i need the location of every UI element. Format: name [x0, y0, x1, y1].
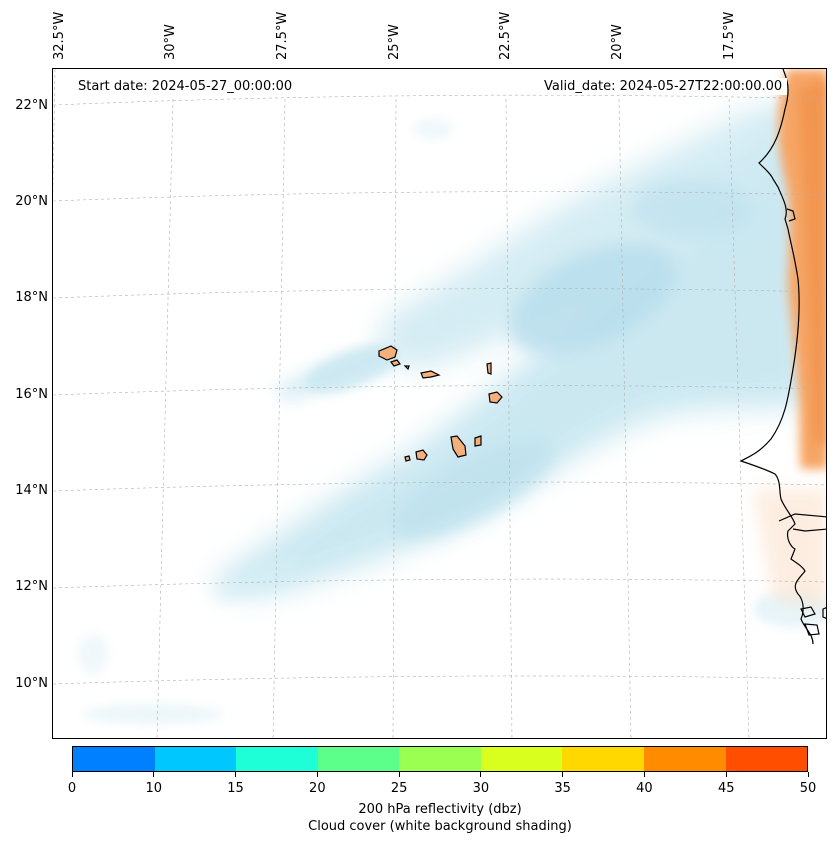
colorbar-tick-mark — [71, 772, 73, 777]
cloud-patch-3 — [305, 344, 401, 394]
colorbar-tick-label: 40 — [636, 781, 653, 796]
island-sao-nicolau — [420, 370, 441, 379]
cloud-patch-1 — [392, 439, 554, 539]
start-date-label: Start date: 2024-05-27_00:00:00 — [73, 78, 298, 95]
lat-label-10n: 10°N — [15, 676, 48, 691]
grid-lon-20w — [618, 98, 632, 738]
upper-cloud-band — [380, 99, 793, 369]
grid-lon-25w — [392, 98, 397, 738]
colorbar-tick-mark — [807, 772, 809, 777]
colorbar-tick-mark — [562, 772, 564, 777]
land-reflectivity-shading — [753, 69, 826, 609]
lat-label-22n: 22°N — [15, 98, 48, 113]
island-santo-antao — [378, 345, 398, 361]
colorbar-tick-label: 15 — [227, 781, 244, 796]
colorbar-segment — [317, 747, 400, 771]
colorbar-segment — [154, 747, 237, 771]
colorbar-tick-label: 0 — [67, 781, 77, 796]
colorbar-tick-mark — [480, 772, 482, 777]
grid-lon-30w — [156, 98, 174, 738]
colorbar-segment — [643, 747, 726, 771]
lon-label-20w: 20°W — [610, 24, 625, 60]
colorbar-tick-label: 45 — [717, 781, 735, 796]
graticule — [53, 69, 826, 738]
grid-lat-22n — [53, 94, 826, 106]
grid-lat-20n — [53, 191, 826, 202]
grid-lat-12n — [53, 578, 826, 589]
colorbar-tick-mark — [643, 772, 645, 777]
lon-label-25w: 25°W — [387, 24, 402, 60]
colorbar-tick-mark — [153, 772, 155, 777]
main-cloud-band — [213, 109, 813, 596]
colorbar-segment — [236, 747, 318, 771]
colorbar-tick-label: 35 — [554, 781, 571, 796]
lat-label-12n: 12°N — [15, 579, 48, 594]
lon-label-32-5w: 32.5°W — [52, 11, 67, 60]
grid-lat-14n — [53, 481, 826, 492]
cloud-patch-7 — [78, 634, 108, 674]
coast-north-indent — [786, 208, 796, 222]
lon-label-30w: 30°W — [163, 24, 178, 60]
grid-lat-10n — [53, 675, 826, 685]
colorbar-segment — [562, 747, 644, 771]
coast-mauritania-senegal — [739, 69, 814, 645]
cabo-verde-islands — [378, 345, 503, 462]
colorbar-segment — [725, 747, 808, 771]
colorbar-segment — [480, 747, 563, 771]
colorbar-tick-label: 25 — [390, 781, 408, 796]
lat-label-16n: 16°N — [15, 387, 48, 402]
grid-lon-27-5w — [272, 98, 286, 738]
colorbar-tick-mark — [725, 772, 727, 777]
cloud-patch-4 — [633, 179, 753, 239]
island-sao-vicente — [390, 359, 401, 367]
colorbar-segment — [73, 747, 155, 771]
lat-label-20n: 20°N — [15, 194, 48, 209]
grid-lon-32-5w — [53, 69, 56, 198]
grid-lat-18n — [53, 288, 826, 299]
map-canvas — [53, 69, 826, 738]
coast-guinea-bissau-islands — [800, 606, 826, 636]
lon-label-22-5w: 22.5°W — [498, 11, 513, 60]
island-brava — [404, 455, 411, 462]
african-coastline — [739, 69, 826, 645]
coastal-orange-core — [798, 79, 826, 448]
colorbar-tick-label: 30 — [472, 781, 490, 796]
cloud-patch-2 — [509, 243, 677, 355]
grid-lon-22-5w — [505, 98, 513, 738]
lon-label-17-5w: 17.5°W — [722, 11, 737, 60]
island-santiago — [450, 435, 467, 458]
grid-lat-16n — [53, 385, 826, 396]
colorbar-tick-mark — [398, 772, 400, 777]
colorbar-title: 200 hPa reflectivity (dbz) — [358, 802, 522, 817]
lon-label-27-5w: 27.5°W — [275, 11, 290, 60]
cloud-patch-8 — [413, 119, 453, 139]
reflectivity-shading — [78, 99, 826, 724]
cloud-patch-6 — [83, 704, 223, 724]
grid-lon-17-5w — [728, 98, 750, 738]
colorbar-tick-label: 50 — [799, 781, 817, 796]
colorbar-tick-mark — [316, 772, 318, 777]
island-maio — [474, 435, 482, 447]
island-sal — [486, 362, 492, 375]
colorbar-tick-label: 20 — [309, 781, 326, 796]
coast-gambia — [778, 513, 826, 532]
valid-date-label: Valid_date: 2024-05-27T22:00:00.00 — [539, 78, 788, 95]
senegal-light-orange — [753, 489, 826, 609]
lat-label-14n: 14°N — [15, 483, 48, 498]
colorbar — [72, 746, 808, 772]
island-boa-vista — [488, 391, 503, 404]
colorbar-tick-mark — [235, 772, 237, 777]
southwest-streak — [213, 559, 303, 599]
colorbar-subtitle: Cloud cover (white background shading) — [308, 819, 572, 834]
lat-label-18n: 18°N — [15, 290, 48, 305]
map-panel — [52, 68, 827, 739]
colorbar-tick-label: 10 — [145, 781, 163, 796]
colorbar-segment — [399, 747, 481, 771]
island-santa-luzia — [403, 365, 410, 371]
island-fogo — [415, 449, 428, 461]
